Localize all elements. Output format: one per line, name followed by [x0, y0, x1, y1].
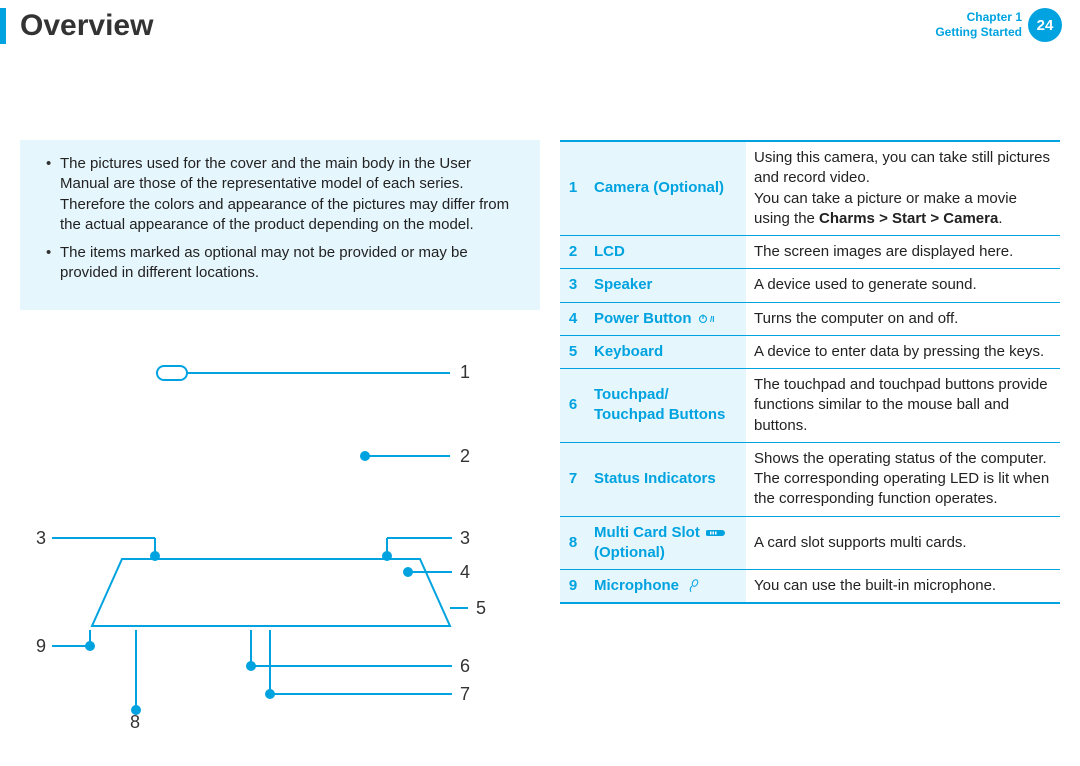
- note-item: The pictures used for the cover and the …: [36, 154, 524, 235]
- callout-9: 9: [36, 636, 46, 657]
- content-area: The pictures used for the cover and the …: [0, 52, 1080, 720]
- row-name: Power Button /I: [586, 302, 746, 335]
- table-row: 1Camera (Optional)Using this camera, you…: [560, 141, 1060, 236]
- table-row: 3SpeakerA device used to generate sound.: [560, 269, 1060, 302]
- row-description: A device used to generate sound.: [746, 269, 1060, 302]
- callout-2: 2: [460, 446, 470, 467]
- chapter-line-2: Getting Started: [935, 25, 1022, 40]
- right-column: 1Camera (Optional)Using this camera, you…: [560, 140, 1060, 720]
- row-description: A card slot supports multi cards.: [746, 516, 1060, 570]
- title-accent-bar: [0, 8, 6, 44]
- callout-1: 1: [460, 362, 470, 383]
- note-item: The items marked as optional may not be …: [36, 243, 524, 284]
- row-name: Status Indicators: [586, 442, 746, 516]
- row-description: Shows the operating status of the comput…: [746, 442, 1060, 516]
- row-name: LCD: [586, 236, 746, 269]
- table-row: 8Multi Card Slot (Optional)A card slot s…: [560, 516, 1060, 570]
- callout-7: 7: [460, 684, 470, 705]
- table-row: 6Touchpad/Touchpad ButtonsThe touchpad a…: [560, 369, 1060, 443]
- row-description: You can use the built-in microphone.: [746, 570, 1060, 604]
- table-row: 9Microphone You can use the built-in mic…: [560, 570, 1060, 604]
- table-row: 2LCDThe screen images are displayed here…: [560, 236, 1060, 269]
- notes-box: The pictures used for the cover and the …: [20, 140, 540, 310]
- callout-6: 6: [460, 656, 470, 677]
- callout-8: 8: [130, 712, 140, 733]
- row-name: Speaker: [586, 269, 746, 302]
- row-description: The touchpad and touchpad buttons provid…: [746, 369, 1060, 443]
- page-title: Overview: [20, 9, 153, 43]
- page-header: Overview Chapter 1 Getting Started 24: [0, 0, 1080, 52]
- row-name: Touchpad/Touchpad Buttons: [586, 369, 746, 443]
- title-wrap: Overview: [0, 8, 153, 44]
- callout-4: 4: [460, 562, 470, 583]
- table-row: 5KeyboardA device to enter data by press…: [560, 335, 1060, 368]
- chapter-text: Chapter 1 Getting Started: [935, 10, 1022, 40]
- page-number-badge: 24: [1028, 8, 1062, 42]
- row-number: 6: [560, 369, 586, 443]
- row-number: 2: [560, 236, 586, 269]
- chapter-block: Chapter 1 Getting Started 24: [935, 8, 1062, 42]
- laptop-diagram: 1 2 3 3 4 5 6 7 8 9: [20, 340, 540, 720]
- table-row: 4Power Button /ITurns the computer on an…: [560, 302, 1060, 335]
- row-description: Using this camera, you can take still pi…: [746, 141, 1060, 236]
- left-column: The pictures used for the cover and the …: [20, 140, 540, 720]
- svg-text:/I: /I: [710, 315, 714, 324]
- callout-5: 5: [476, 598, 486, 619]
- row-number: 7: [560, 442, 586, 516]
- components-table: 1Camera (Optional)Using this camera, you…: [560, 140, 1060, 604]
- row-name: Camera (Optional): [586, 141, 746, 236]
- row-number: 3: [560, 269, 586, 302]
- row-description: A device to enter data by pressing the k…: [746, 335, 1060, 368]
- notes-list: The pictures used for the cover and the …: [36, 154, 524, 284]
- row-name: Microphone: [586, 570, 746, 604]
- row-number: 5: [560, 335, 586, 368]
- row-name: Keyboard: [586, 335, 746, 368]
- callout-3-left: 3: [36, 528, 46, 549]
- chapter-line-1: Chapter 1: [935, 10, 1022, 25]
- row-number: 8: [560, 516, 586, 570]
- row-number: 4: [560, 302, 586, 335]
- row-name: Multi Card Slot (Optional): [586, 516, 746, 570]
- row-description: Turns the computer on and off.: [746, 302, 1060, 335]
- callout-3-right: 3: [460, 528, 470, 549]
- row-number: 1: [560, 141, 586, 236]
- table-row: 7Status IndicatorsShows the operating st…: [560, 442, 1060, 516]
- row-number: 9: [560, 570, 586, 604]
- row-description: The screen images are displayed here.: [746, 236, 1060, 269]
